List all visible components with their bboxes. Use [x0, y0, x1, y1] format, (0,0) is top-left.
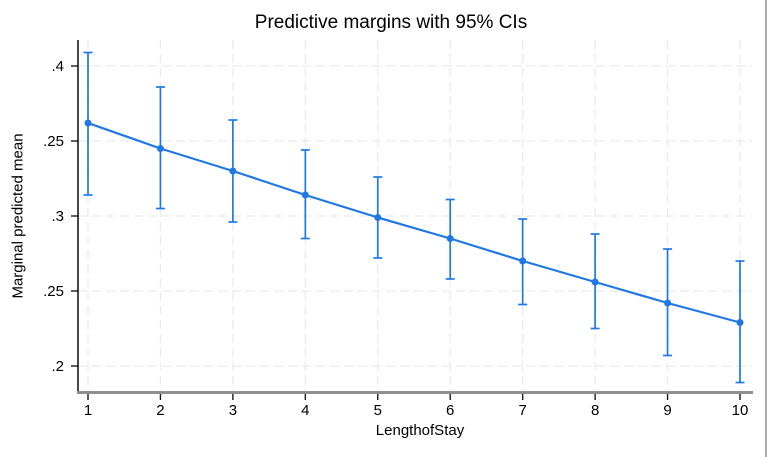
y-tick-label: .25 — [43, 283, 64, 300]
x-tick-label: 3 — [229, 402, 237, 419]
y-tick-label: .2 — [51, 358, 64, 375]
x-tick-label: 8 — [591, 402, 599, 419]
data-point-marker — [591, 278, 599, 286]
data-point-marker — [736, 319, 744, 326]
data-point-marker — [156, 145, 164, 152]
x-axis-title: LengthofStay — [375, 422, 465, 439]
chart-title: Predictive margins with 95% CIs — [254, 12, 528, 33]
y-tick-label: .3 — [51, 208, 64, 225]
y-tick-label: .4 — [51, 58, 64, 75]
y-tick-label: .25 — [43, 133, 64, 150]
x-tick-label: 7 — [518, 402, 526, 419]
data-point-marker — [301, 191, 309, 199]
data-point-marker — [374, 214, 382, 221]
data-point-marker — [519, 257, 527, 265]
x-tick-label: 2 — [156, 402, 164, 419]
data-point-marker — [84, 119, 92, 127]
x-tick-label: 10 — [732, 402, 749, 419]
x-tick-label: 6 — [446, 402, 454, 419]
data-point-marker — [664, 299, 672, 307]
x-tick-label: 5 — [374, 402, 382, 419]
window-right-border — [765, 0, 767, 457]
data-point-marker — [229, 167, 237, 175]
x-tick-label: 4 — [301, 402, 309, 419]
data-point-marker — [446, 235, 454, 242]
x-tick-label: 9 — [663, 402, 671, 419]
trend-line — [86, 121, 742, 324]
x-tick-label: 1 — [84, 402, 92, 419]
